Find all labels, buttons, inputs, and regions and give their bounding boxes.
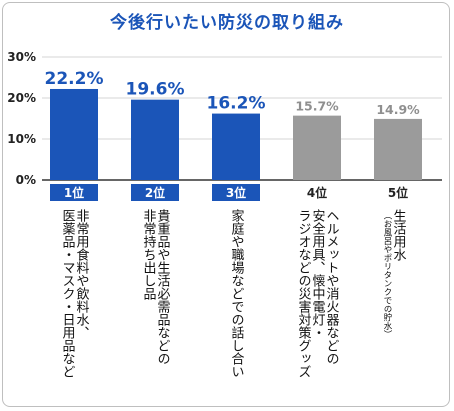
rank-badge <box>212 184 260 201</box>
bar <box>293 115 341 180</box>
category-label: 貴重品や生活必需品などの <box>155 209 171 365</box>
category-label: 非常持ち出し品 <box>141 209 157 300</box>
y-tick-label: 10% <box>7 132 36 146</box>
data-label: 22.2% <box>45 69 104 89</box>
chart-title: 今後行いたい防災の取り組み <box>110 13 344 33</box>
rank-label: 1位 <box>64 185 84 200</box>
category-label: 安全用具、懐中電灯・ <box>310 209 326 339</box>
bar <box>374 118 422 180</box>
data-label: 16.2% <box>207 94 266 114</box>
rank-label: 2位 <box>145 185 165 200</box>
data-label: 19.6% <box>126 80 185 100</box>
data-label: 14.9% <box>376 102 420 117</box>
category-label: 非常用食料や飲料水、 <box>74 209 90 339</box>
rank-badge <box>50 184 98 201</box>
category-label: 生活用水 <box>391 209 407 261</box>
category-label: ヘルメットや消火器などの <box>324 209 340 365</box>
rank-label: 5位 <box>388 185 408 200</box>
category-sublabel: （お風呂やポリタンクでの貯水） <box>382 211 392 339</box>
bar <box>212 113 260 180</box>
y-tick-label: 0% <box>16 173 36 187</box>
data-label: 15.7% <box>295 99 339 114</box>
rank-label: 3位 <box>226 185 246 200</box>
rank-label: 4位 <box>307 185 327 200</box>
category-label: ラジオなどの災害対策グッズ <box>296 209 312 378</box>
rank-badge <box>131 184 179 201</box>
category-label: 医薬品・マスク・日用品など <box>60 209 76 378</box>
bar <box>131 99 179 180</box>
chart-frame <box>2 2 450 407</box>
bar <box>50 88 98 180</box>
y-tick-label: 30% <box>7 50 36 64</box>
category-label: 家庭や職場などでの話し合い <box>229 208 245 378</box>
y-tick-label: 20% <box>7 91 36 105</box>
